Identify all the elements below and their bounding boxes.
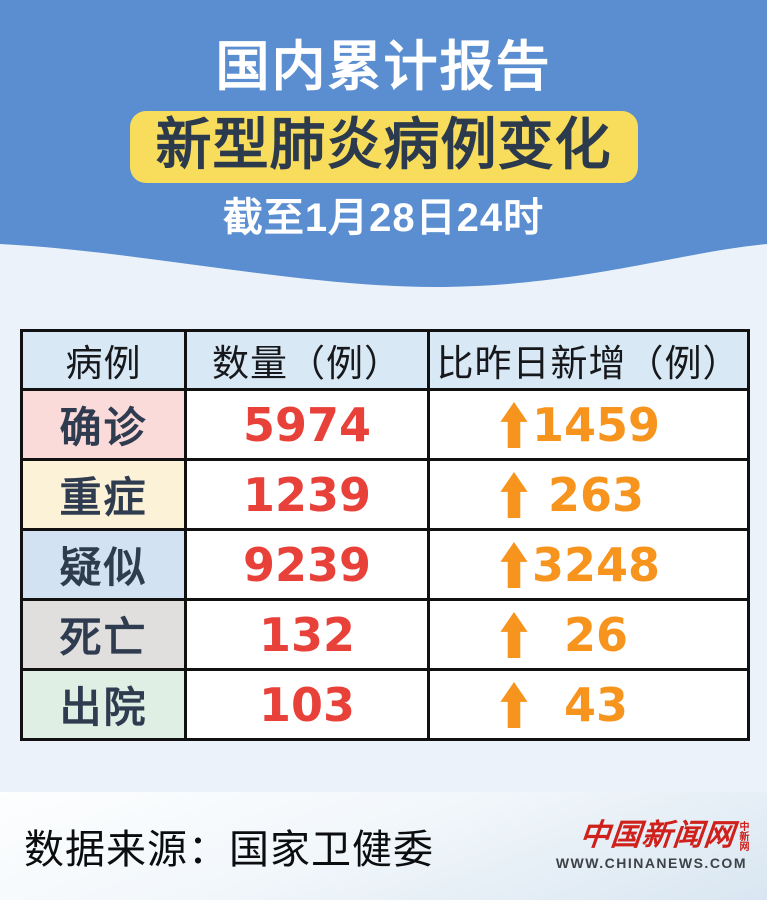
delta-cell: 263: [427, 458, 750, 531]
chinanews-logo-text: 中国新闻网: [578, 818, 737, 853]
page-title-badge: 新型肺炎病例变化: [129, 111, 638, 183]
case-label-discharged: 出院: [20, 668, 187, 741]
case-label-confirmed: 确诊: [20, 388, 187, 461]
delta-cell: 26: [427, 598, 750, 671]
count-value: 5974: [184, 388, 430, 461]
column-header-delta: 比昨日新增（例）: [427, 329, 750, 391]
delta-value: 43: [532, 677, 629, 732]
chinanews-logo-side-text: 中新网: [737, 821, 748, 851]
column-header-count: 数量（例）: [184, 329, 430, 391]
delta-cell: 1459: [427, 388, 750, 461]
chinanews-logo: 中国新闻网 中新网 WWW.CHINANEWS.COM: [555, 818, 748, 871]
column-header-case: 病例: [20, 329, 187, 391]
up-arrow-icon: [500, 401, 528, 448]
delta-value: 1459: [532, 397, 661, 452]
up-arrow-icon: [500, 681, 528, 728]
case-label-severe: 重症: [20, 458, 187, 531]
wave-divider: [0, 244, 767, 300]
page-title: 国内累计报告: [215, 37, 552, 97]
table-row: 出院 103 43: [20, 668, 750, 741]
chinanews-url: WWW.CHINANEWS.COM: [555, 855, 747, 871]
up-arrow-icon: [500, 541, 528, 588]
up-arrow-icon: [500, 611, 528, 658]
table-row: 疑似 9239 3248: [20, 528, 750, 601]
delta-cell: 43: [427, 668, 750, 741]
up-arrow-icon: [500, 471, 528, 518]
as-of-date: 截至1月28日24时: [222, 195, 545, 240]
case-label-deaths: 死亡: [20, 598, 187, 671]
table-row: 确诊 5974 1459: [20, 388, 750, 461]
delta-value: 26: [532, 607, 629, 662]
delta-cell: 3248: [427, 528, 750, 601]
table-row: 死亡 132 26: [20, 598, 750, 671]
count-value: 132: [184, 598, 430, 671]
case-label-suspected: 疑似: [20, 528, 187, 601]
count-value: 1239: [184, 458, 430, 531]
delta-value: 3248: [532, 537, 661, 592]
delta-value: 263: [532, 467, 645, 522]
table-row: 重症 1239 263: [20, 458, 750, 531]
header-banner: 国内累计报告 新型肺炎病例变化 截至1月28日24时: [0, 0, 767, 300]
data-source-text: 数据来源：国家卫健委: [24, 828, 434, 872]
count-value: 103: [184, 668, 430, 741]
count-value: 9239: [184, 528, 430, 601]
case-stats-table: 病例 数量（例） 比昨日新增（例） 确诊 5974 1459 重症 1239 2…: [20, 329, 750, 741]
footer-bar: 数据来源：国家卫健委 中国新闻网 中新网 WWW.CHINANEWS.COM: [0, 792, 767, 900]
table-header-row: 病例 数量（例） 比昨日新增（例）: [20, 329, 750, 391]
